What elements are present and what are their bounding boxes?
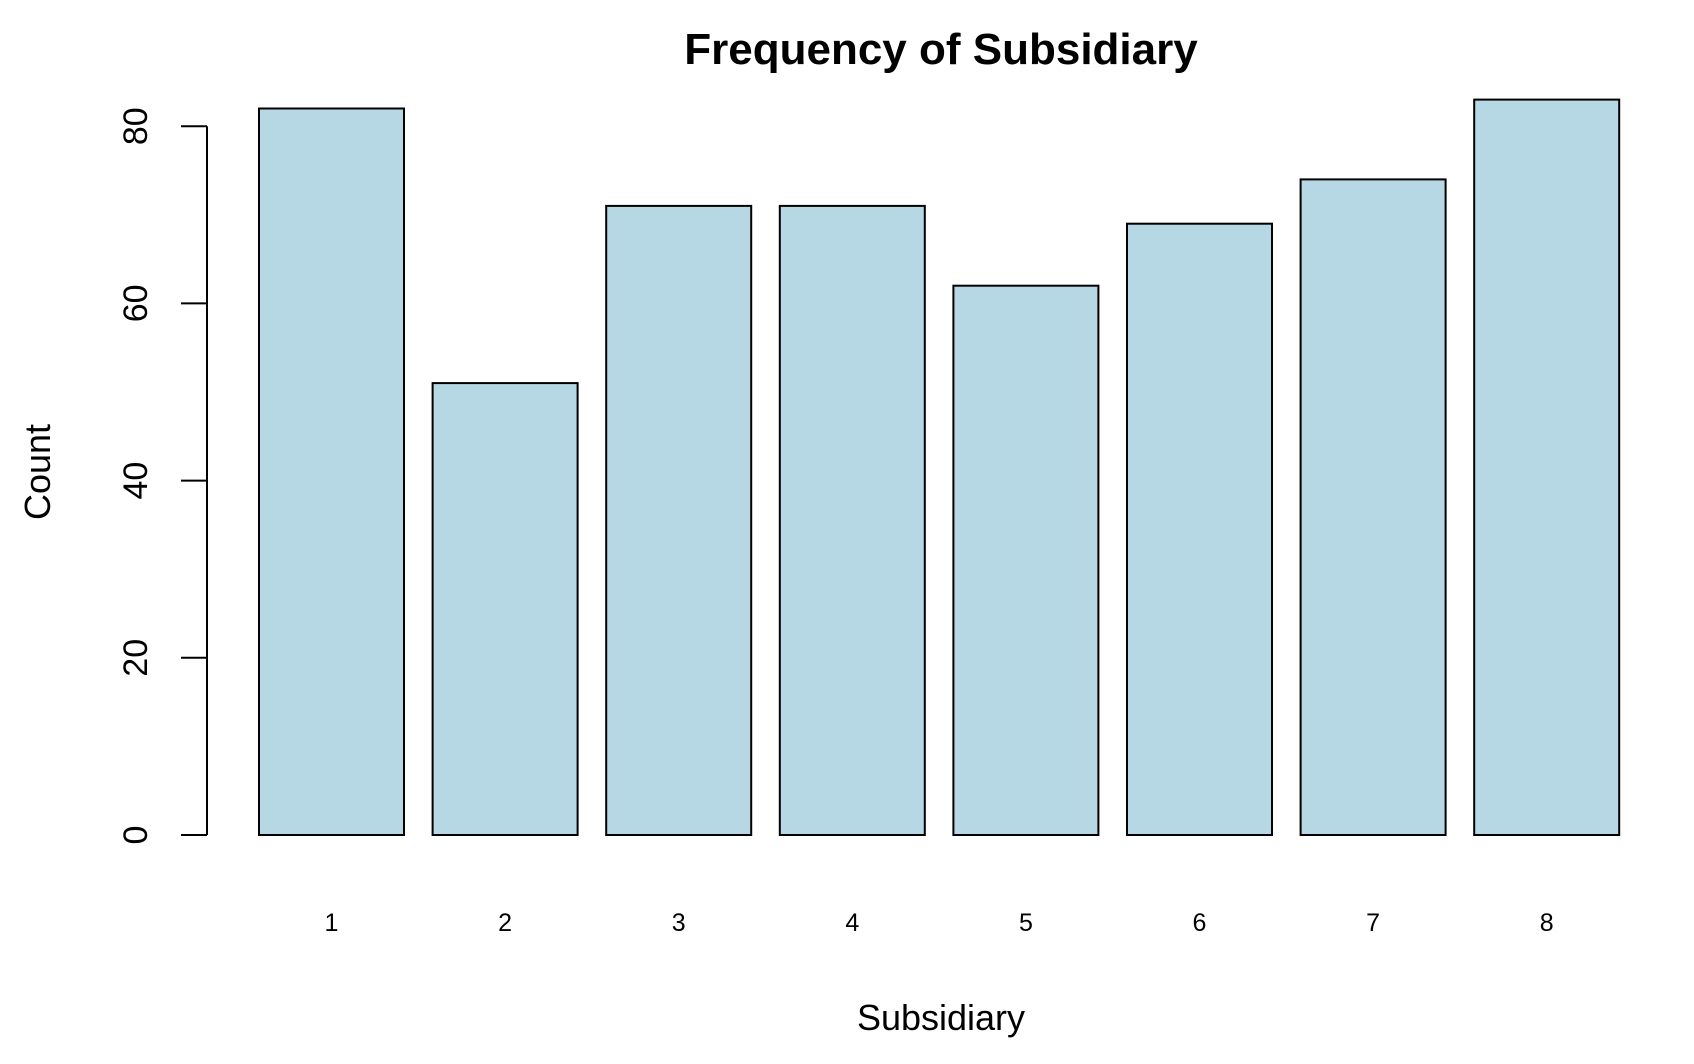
x-tick-label-6: 6 <box>1193 909 1207 937</box>
x-tick-label-1: 1 <box>325 909 339 937</box>
bar-4 <box>778 204 926 836</box>
x-tick-label-2: 2 <box>498 909 512 937</box>
x-tick-labels: 1 2 3 4 5 6 7 8 <box>325 909 1554 937</box>
x-axis-title: Subsidiary <box>857 997 1025 1038</box>
x-tick-label-8: 8 <box>1540 909 1554 937</box>
x-tick-label-4: 4 <box>845 909 859 937</box>
bar-5 <box>952 284 1100 836</box>
y-axis: 0 20 40 60 80 <box>117 107 208 845</box>
y-axis-title: Count <box>17 424 58 520</box>
bar-1 <box>258 107 405 836</box>
bar-6 <box>1126 222 1273 836</box>
y-tick-label-60: 60 <box>117 284 155 322</box>
bar-3 <box>605 204 753 836</box>
y-tick-label-80: 80 <box>117 107 155 145</box>
bar-2 <box>431 382 579 836</box>
bar-8 <box>1473 98 1621 837</box>
bar-7 <box>1299 178 1447 836</box>
y-tick-label-20: 20 <box>117 639 155 677</box>
y-tick-label-40: 40 <box>117 462 155 500</box>
x-tick-label-3: 3 <box>672 909 686 937</box>
x-tick-label-5: 5 <box>1019 909 1033 937</box>
bars-group <box>258 98 1621 837</box>
y-tick-label-0: 0 <box>117 826 155 845</box>
chart-title: Frequency of Subsidiary <box>684 25 1198 74</box>
x-tick-label-7: 7 <box>1366 909 1380 937</box>
